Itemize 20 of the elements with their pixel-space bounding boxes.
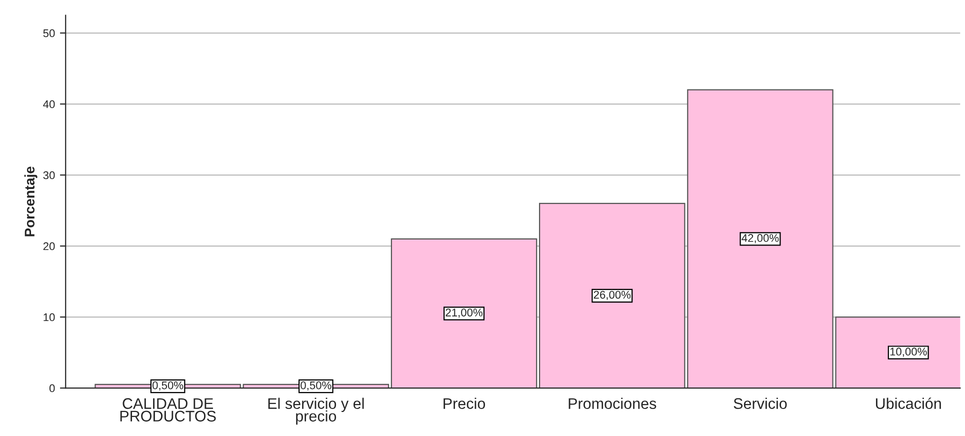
data-label: 26,00% <box>594 290 631 300</box>
y-tick-label: 30 <box>43 171 55 180</box>
y-tick-label: 0 <box>49 384 55 392</box>
x-tick-label: Ubicación <box>876 398 941 409</box>
y-tick-label: 20 <box>43 242 55 250</box>
x-tick-label: El servicio y el precio <box>268 398 364 425</box>
bar <box>390 238 538 388</box>
data-label: 42,00% <box>742 234 779 244</box>
data-label: 0,50% <box>152 381 184 391</box>
x-tick-label: CALIDAD DE PRODUCTOS <box>120 398 216 422</box>
y-tick-label: 40 <box>43 100 55 108</box>
data-label: 0,50% <box>300 381 332 391</box>
data-label: 21,00% <box>446 308 482 318</box>
y-tick-label: 50 <box>43 29 55 38</box>
data-label: 10,00% <box>890 348 927 357</box>
y-tick-label: 10 <box>44 313 55 322</box>
y-axis-title: Porcentaje <box>24 166 38 236</box>
x-tick-label: Precio <box>444 398 486 409</box>
x-tick-label: Promociones <box>568 398 656 409</box>
x-tick-label: Servicio <box>734 398 787 409</box>
